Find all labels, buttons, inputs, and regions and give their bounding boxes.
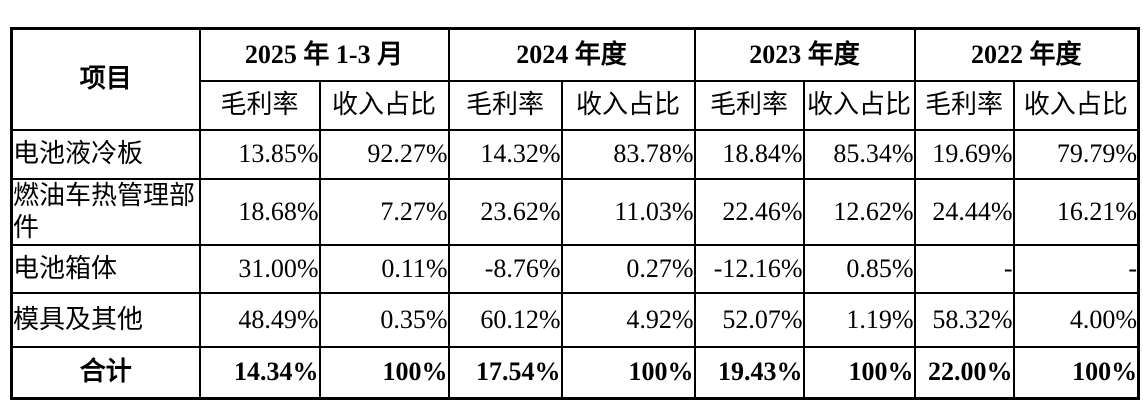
subheader-2025-revenue: 收入占比 <box>318 79 450 131</box>
value-cell: 0.85% <box>802 243 916 294</box>
subheader-2025-margin: 毛利率 <box>198 79 321 131</box>
table-row-year-header: 项目 2025 年 1-3 月 2024 年度 2023 年度 2022 年度 <box>10 27 1140 131</box>
value-cell: 13.85% <box>198 128 321 180</box>
value-cell: 58.32% <box>913 291 1015 348</box>
value-cell: 48.49% <box>198 291 321 348</box>
total-row-label: 合计 <box>10 345 201 400</box>
subheader-2024-revenue: 收入占比 <box>560 79 696 131</box>
value-cell: 83.78% <box>560 128 696 180</box>
value-cell: 18.68% <box>198 177 321 246</box>
row-label: 电池箱体 <box>10 243 201 294</box>
subheader-2022-revenue: 收入占比 <box>1012 79 1140 131</box>
row-label: 电池液冷板 <box>10 128 201 180</box>
value-cell: -12.16% <box>693 243 805 294</box>
table-row-sub-header: 毛利率 收入占比 毛利率 收入占比 毛利率 收入占比 毛利率 收入占比 <box>12 79 1140 131</box>
value-cell: 4.92% <box>560 291 696 348</box>
subheader-2024-margin: 毛利率 <box>447 79 563 131</box>
header-year-2024: 2024 年度 <box>447 27 696 82</box>
value-cell: 16.21% <box>1012 177 1140 246</box>
header-year-2025: 2025 年 1-3 月 <box>198 27 450 82</box>
value-cell: 0.35% <box>318 291 450 348</box>
subheader-2023-margin: 毛利率 <box>693 79 805 131</box>
value-cell: 19.69% <box>913 128 1015 180</box>
row-label: 模具及其他 <box>10 291 201 348</box>
value-cell: 22.46% <box>693 177 805 246</box>
total-value-cell: 100% <box>318 345 450 400</box>
header-year-2023: 2023 年度 <box>693 27 916 82</box>
value-cell: 14.32% <box>447 128 563 180</box>
table-row-battery-cooling-plate: 电池液冷板 13.85% 92.27% 14.32% 83.78% 18.84%… <box>10 128 1140 180</box>
value-cell: 79.79% <box>1012 128 1140 180</box>
value-cell: 31.00% <box>198 243 321 294</box>
value-cell: 85.34% <box>802 128 916 180</box>
value-cell: 0.27% <box>560 243 696 294</box>
row-label: 燃油车热管理部件 <box>10 177 201 246</box>
gross-margin-revenue-table: 项目 2025 年 1-3 月 2024 年度 2023 年度 2022 年度 … <box>10 27 1141 400</box>
value-cell: - <box>913 243 1015 294</box>
value-cell: 1.19% <box>802 291 916 348</box>
table-row-total: 合计 14.34% 100% 17.54% 100% 19.43% 100% 2… <box>10 345 1140 400</box>
value-cell: 60.12% <box>447 291 563 348</box>
value-cell: 12.62% <box>802 177 916 246</box>
value-cell: 7.27% <box>318 177 450 246</box>
total-value-cell: 14.34% <box>198 345 321 400</box>
value-cell: 4.00% <box>1012 291 1140 348</box>
total-value-cell: 17.54% <box>447 345 563 400</box>
total-value-cell: 100% <box>1012 345 1140 400</box>
value-cell: 0.11% <box>318 243 450 294</box>
value-cell: 11.03% <box>560 177 696 246</box>
value-cell: 92.27% <box>318 128 450 180</box>
corner-header-project: 项目 <box>10 27 201 131</box>
value-cell: 23.62% <box>447 177 563 246</box>
total-value-cell: 19.43% <box>693 345 805 400</box>
value-cell: -8.76% <box>447 243 563 294</box>
value-cell: 24.44% <box>913 177 1015 246</box>
header-year-2022: 2022 年度 <box>913 27 1140 82</box>
total-value-cell: 22.00% <box>913 345 1015 400</box>
table-row-molds-and-others: 模具及其他 48.49% 0.35% 60.12% 4.92% 52.07% 1… <box>10 291 1140 348</box>
total-value-cell: 100% <box>802 345 916 400</box>
table-row-fuel-vehicle-thermal: 燃油车热管理部件 18.68% 7.27% 23.62% 11.03% 22.4… <box>10 177 1140 246</box>
subheader-2022-margin: 毛利率 <box>913 79 1015 131</box>
total-value-cell: 100% <box>560 345 696 400</box>
value-cell: - <box>1012 243 1140 294</box>
value-cell: 52.07% <box>693 291 805 348</box>
subheader-2023-revenue: 收入占比 <box>802 79 916 131</box>
value-cell: 18.84% <box>693 128 805 180</box>
table-row-battery-box: 电池箱体 31.00% 0.11% -8.76% 0.27% -12.16% 0… <box>10 243 1140 294</box>
